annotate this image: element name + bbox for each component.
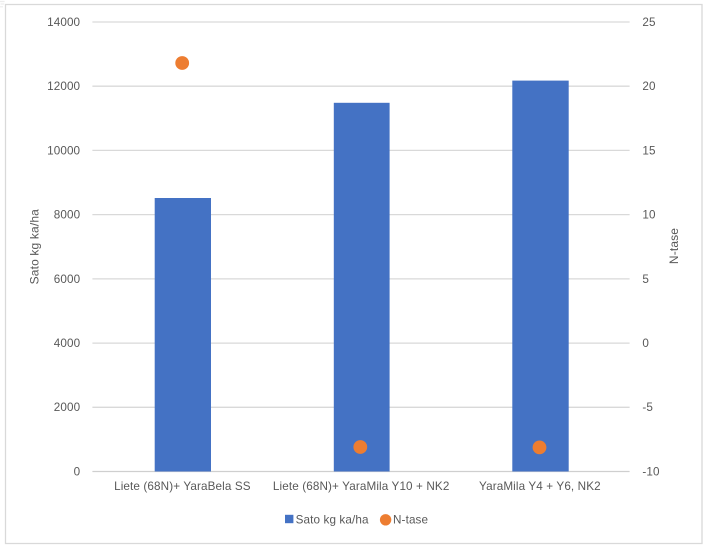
svg-text:Sato kg ka/ha: Sato kg ka/ha [296,513,369,526]
svg-text:12000: 12000 [47,80,80,93]
svg-text:Sato kg ka/ha: Sato kg ka/ha [28,209,42,285]
svg-text:14000: 14000 [47,16,80,29]
svg-text:Liete (68N)+ YaraBela SS: Liete (68N)+ YaraBela SS [114,480,251,493]
svg-text:2000: 2000 [54,401,81,414]
svg-text:0: 0 [642,337,649,350]
svg-text:20: 20 [642,80,656,93]
svg-text:4000: 4000 [54,337,81,350]
svg-text:15: 15 [642,144,656,157]
svg-text:Liete (68N)+ YaraMila Y10 + NK: Liete (68N)+ YaraMila Y10 + NK2 [273,480,450,493]
svg-text:YaraMila Y4 + Y6, NK2: YaraMila Y4 + Y6, NK2 [479,480,601,493]
svg-text:-10: -10 [642,465,660,478]
svg-text:8000: 8000 [54,209,81,222]
svg-text:10000: 10000 [47,144,80,157]
svg-text:6000: 6000 [54,273,81,286]
svg-text:-5: -5 [642,401,653,414]
svg-text:N-tase: N-tase [667,228,681,264]
svg-text:10: 10 [642,209,656,222]
svg-text:5: 5 [642,273,649,286]
svg-text:N-tase: N-tase [393,513,428,526]
svg-text:25: 25 [642,16,656,29]
svg-text:0: 0 [74,465,81,478]
